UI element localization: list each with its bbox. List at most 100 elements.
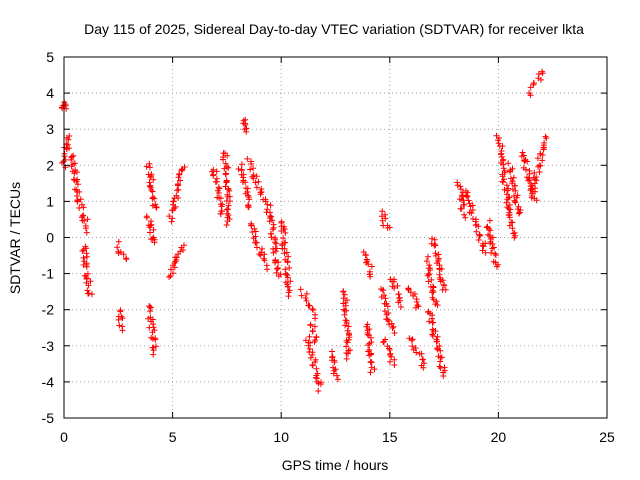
data-point <box>428 276 435 283</box>
data-point <box>272 259 278 266</box>
data-point <box>224 218 231 225</box>
data-point <box>168 218 175 225</box>
data-point <box>150 176 157 183</box>
data-point <box>421 360 428 367</box>
data-point <box>387 350 394 357</box>
data-point <box>531 195 538 202</box>
data-point <box>427 283 434 290</box>
data-point <box>492 252 499 259</box>
data-point <box>314 378 320 385</box>
data-point <box>395 299 402 306</box>
data-point <box>430 332 436 339</box>
data-point <box>71 170 78 177</box>
data-point <box>167 272 174 279</box>
data-point <box>282 229 289 236</box>
data-point <box>345 350 351 357</box>
data-point <box>365 342 372 349</box>
data-point <box>461 211 468 218</box>
data-point <box>440 373 447 379</box>
data-point <box>340 295 347 302</box>
data-point <box>341 291 348 298</box>
data-point <box>246 196 253 203</box>
data-point <box>119 327 126 334</box>
data-point <box>170 198 177 205</box>
y-tick-label: 0 <box>46 230 54 246</box>
data-point <box>145 315 152 322</box>
data-point <box>534 155 541 162</box>
data-point <box>492 250 499 257</box>
data-point <box>475 237 482 243</box>
data-point <box>173 192 180 199</box>
data-point <box>309 351 316 358</box>
data-point <box>287 278 294 285</box>
data-point <box>239 179 246 186</box>
data-point <box>503 182 510 189</box>
y-tick-label: -3 <box>42 338 55 354</box>
data-point <box>69 153 75 160</box>
data-point <box>174 187 181 194</box>
data-point <box>175 182 182 189</box>
y-tick-label: 3 <box>46 121 54 137</box>
data-point <box>151 239 158 246</box>
data-point <box>176 171 183 178</box>
data-point <box>310 307 316 313</box>
data-point <box>284 274 291 281</box>
data-point <box>302 295 309 301</box>
data-point <box>430 328 437 334</box>
data-point <box>366 352 373 359</box>
data-point <box>275 273 282 280</box>
data-point <box>504 196 511 203</box>
data-point <box>243 128 250 135</box>
data-point <box>305 342 312 349</box>
data-point <box>312 374 319 381</box>
data-point <box>74 181 81 188</box>
data-point <box>153 343 159 350</box>
data-point <box>542 133 549 140</box>
data-point <box>543 135 550 142</box>
data-point <box>285 283 292 290</box>
data-point <box>519 149 526 156</box>
data-point <box>426 318 433 325</box>
data-point <box>150 194 156 201</box>
data-point <box>364 331 371 338</box>
data-point <box>343 307 350 314</box>
data-point <box>442 286 449 293</box>
data-point <box>516 210 522 217</box>
data-point <box>168 266 174 273</box>
data-point <box>456 196 463 203</box>
data-point <box>342 317 349 324</box>
data-point <box>426 271 432 278</box>
data-point <box>511 182 518 189</box>
data-point <box>245 204 252 211</box>
data-point <box>115 238 122 245</box>
data-point <box>306 302 313 309</box>
data-point <box>283 249 290 256</box>
data-point <box>380 339 387 346</box>
data-point <box>225 164 232 171</box>
data-point <box>172 203 179 210</box>
data-point <box>330 370 337 377</box>
data-point <box>177 248 184 255</box>
data-point <box>315 388 322 394</box>
data-point <box>151 195 158 202</box>
data-point <box>116 322 123 329</box>
data-point <box>253 173 260 180</box>
data-point <box>495 140 502 147</box>
data-point <box>153 204 160 211</box>
data-point <box>394 282 401 289</box>
data-point <box>331 367 338 374</box>
data-point <box>313 333 320 340</box>
data-point <box>178 244 185 251</box>
axis-ticks <box>63 56 608 419</box>
data-point <box>431 241 438 248</box>
data-point <box>420 364 427 371</box>
data-point <box>253 184 260 191</box>
data-point <box>268 234 275 241</box>
data-point <box>312 337 319 344</box>
data-point <box>252 233 259 240</box>
data-point <box>63 134 70 141</box>
data-point <box>498 151 504 158</box>
data-point <box>425 253 431 260</box>
data-point <box>511 234 518 241</box>
data-point <box>493 263 500 270</box>
